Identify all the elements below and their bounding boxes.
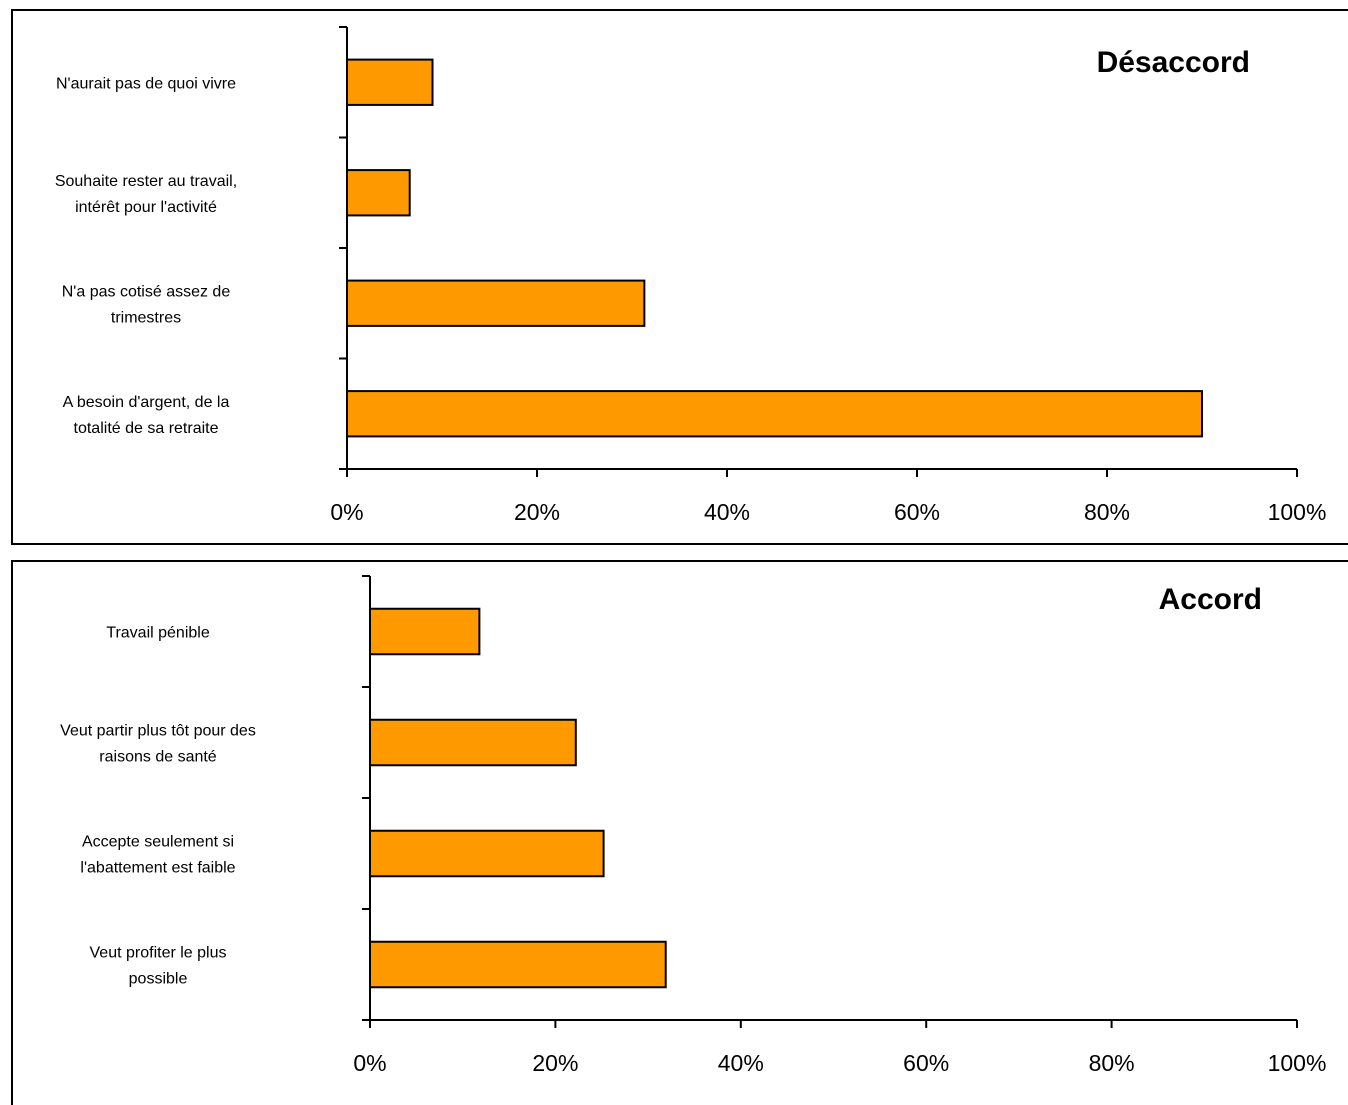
chart-accord-x-tick-label: 60% [903, 1050, 949, 1076]
chart-accord-x-tick-label: 0% [353, 1050, 386, 1076]
chart-accord-bar [369, 829, 605, 878]
chart-desaccord-bar [346, 390, 1203, 438]
chart-desaccord-category-label: N'aurait pas de quoi vivre [56, 75, 236, 92]
chart-desaccord-x-tick-label: 60% [894, 499, 940, 525]
chart-accord-category-label: possible [129, 971, 188, 988]
chart-desaccord: Désaccord 0% 20% 40% 60% 80% 100% N'aurait pas … [55, 26, 1327, 525]
chart-accord-title: Accord [1159, 583, 1262, 616]
chart-desaccord-category-label: trimestres [111, 309, 181, 326]
chart-desaccord-bar [346, 58, 434, 106]
chart-desaccord-title: Désaccord [1097, 46, 1250, 79]
chart-accord: Accord 0% 20% 40% 60% 80% 100% Travail pénible V… [60, 575, 1327, 1076]
chart-desaccord-category-label: totalité de sa retraite [74, 420, 219, 437]
chart-accord-bar [369, 607, 481, 656]
chart-desaccord-x-tick-label: 100% [1268, 499, 1327, 525]
chart-desaccord-bar [346, 169, 411, 217]
chart-desaccord-x-tick-label: 80% [1084, 499, 1130, 525]
chart-accord-category-label: raisons de santé [99, 749, 217, 766]
chart-panel-accord [11, 560, 1348, 1105]
chart-accord-category-label: Travail pénible [106, 625, 210, 642]
chart-desaccord-x-tick-label: 40% [704, 499, 750, 525]
chart-accord-category-label: l'abattement est faible [80, 860, 235, 877]
chart-accord-x-tick-label: 100% [1268, 1050, 1327, 1076]
chart-accord-category-label: Veut profiter le plus [90, 945, 227, 962]
chart-desaccord-x-tick-label: 0% [330, 499, 363, 525]
chart-accord-x-tick-label: 40% [718, 1050, 764, 1076]
chart-accord-bar [369, 718, 577, 767]
chart-desaccord-x-tick-label: 20% [514, 499, 560, 525]
chart-accord-x-tick-label: 80% [1089, 1050, 1135, 1076]
chart-panel-desaccord [11, 9, 1348, 545]
chart-desaccord-category-label: Souhaite rester au travail, [55, 173, 237, 190]
chart-accord-bar [369, 940, 667, 989]
chart-desaccord-category-label: intérêt pour l'activité [75, 199, 217, 216]
chart-desaccord-bar [346, 279, 646, 327]
chart-accord-category-label: Accepte seulement si [82, 834, 234, 851]
chart-desaccord-category-label: A besoin d'argent, de la [63, 394, 230, 411]
chart-accord-x-tick-label: 20% [532, 1050, 578, 1076]
chart-accord-category-label: Veut partir plus tôt pour des [60, 723, 256, 740]
chart-desaccord-category-label: N'a pas cotisé assez de [62, 283, 231, 300]
